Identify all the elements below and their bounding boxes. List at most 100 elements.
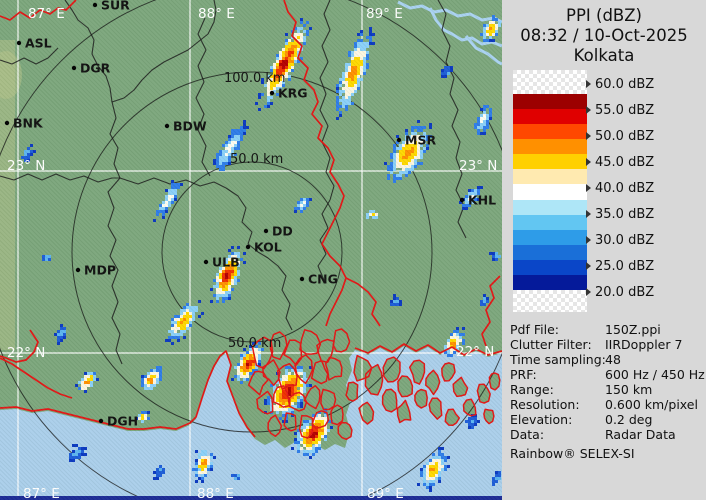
delta-island xyxy=(299,329,321,355)
delta-island xyxy=(397,376,413,397)
delta-channel xyxy=(269,331,288,361)
river-blue xyxy=(397,0,502,24)
delta-channel xyxy=(283,412,297,432)
graticule-label: 87° E xyxy=(28,6,65,22)
city-label: KRG xyxy=(278,86,308,101)
dbz-colorbar xyxy=(513,70,587,313)
delta-island xyxy=(331,405,343,425)
delta-channel xyxy=(345,381,359,402)
colorbar-band xyxy=(513,214,587,230)
delta-island xyxy=(346,382,358,401)
tick-label: 30.0 dBZ xyxy=(595,232,655,248)
delta-island xyxy=(325,357,342,380)
radar-echo-layer xyxy=(21,15,501,492)
red-line-layer xyxy=(0,0,502,441)
delta-channel xyxy=(483,408,495,425)
district-boundary xyxy=(455,157,467,239)
colorbar-tick: 20.0 dBZ xyxy=(586,284,655,300)
colorbar-band xyxy=(513,244,587,260)
colorbar-band xyxy=(513,154,587,170)
tick-label: 45.0 dBZ xyxy=(595,154,655,170)
colorbar-tick: 50.0 dBZ xyxy=(586,129,654,144)
colorbar-band xyxy=(513,274,587,291)
delta-channel xyxy=(267,414,283,438)
city-dot xyxy=(299,276,305,282)
delta-island xyxy=(453,377,468,397)
metadata-value: 600 Hz / 450 Hz xyxy=(605,367,705,382)
delta-island xyxy=(409,360,425,385)
river-blue xyxy=(464,35,502,66)
city-dot xyxy=(263,228,269,234)
tick-label: 55.0 dBZ xyxy=(595,102,655,118)
boundary-layer xyxy=(0,0,467,365)
graticule-label: 22° N xyxy=(456,344,494,360)
district-boundary xyxy=(111,0,217,103)
delta-channel xyxy=(462,398,477,417)
tick-arrow-icon xyxy=(586,80,591,88)
info-panel: PPI (dBZ) 08:32 / 10-Oct-2025 Kolkata 60… xyxy=(502,0,706,500)
delta-channel xyxy=(330,404,344,426)
city-label: BDW xyxy=(173,119,207,134)
metadata-label: Resolution: xyxy=(510,397,580,412)
district-boundary xyxy=(225,187,253,245)
city-dot xyxy=(92,2,98,8)
delta-island xyxy=(429,398,442,420)
tick-label: 20.0 dBZ xyxy=(595,284,655,300)
delta-channel xyxy=(452,376,469,398)
metadata-value: 150 km xyxy=(605,382,653,397)
delta-channel xyxy=(272,385,291,408)
metadata-value: 150Z.ppi xyxy=(605,322,661,337)
delta-island xyxy=(320,389,336,410)
delta-channel xyxy=(294,354,314,385)
river-blue xyxy=(428,7,502,48)
delta-channel xyxy=(311,410,330,430)
delta-channel xyxy=(298,414,314,439)
tick-arrow-icon xyxy=(586,236,591,244)
pale-land-strip xyxy=(0,40,15,350)
district-boundary xyxy=(107,177,123,365)
range-ring-label: 50.0 km xyxy=(230,152,283,167)
colorbar-tick: 25.0 dBZ xyxy=(586,259,654,274)
city-label: DGR xyxy=(80,61,111,76)
delta-channel xyxy=(382,356,401,383)
delta-channel xyxy=(425,369,441,396)
colorbar-band xyxy=(513,199,587,215)
district-boundary xyxy=(247,243,293,331)
radar-map-canvas: 100.0 km 50.0 km 50.0 km 87° E 88° E 89° E 87°… xyxy=(0,0,502,500)
delta-channel xyxy=(444,408,461,426)
delta-channel xyxy=(396,399,412,424)
colorbar-band xyxy=(513,124,587,140)
tick-arrow-icon xyxy=(586,288,591,296)
station-name: Kolkata xyxy=(573,46,635,65)
city-label: SUR xyxy=(101,0,130,13)
metadata-label: Range: xyxy=(510,382,554,397)
delta-channel xyxy=(276,362,298,391)
river-border-red xyxy=(283,0,347,327)
colorbar-band xyxy=(513,109,587,125)
delta-island xyxy=(262,359,280,386)
district-boundary xyxy=(119,177,227,189)
graticule-label: 23° N xyxy=(459,158,497,174)
delta-channel xyxy=(247,370,269,396)
range-ring-label: 100.0 km xyxy=(224,71,286,86)
delta-channel xyxy=(310,359,329,385)
delta-channel xyxy=(476,383,491,404)
tick-arrow-icon xyxy=(586,158,591,166)
colorbar-tick: 40.0 dBZ xyxy=(586,181,654,196)
metadata-label: PRF: xyxy=(510,367,537,382)
scan-datetime: 08:32 / 10-Oct-2025 xyxy=(520,26,688,45)
panel-header: PPI (dBZ) 08:32 / 10-Oct-2025 Kolkata xyxy=(502,6,706,66)
graticule-label: 22° N xyxy=(7,345,45,361)
delta-channel xyxy=(332,328,351,353)
tick-label: 35.0 dBZ xyxy=(595,206,655,222)
metadata-value: IIRDoppler 7 xyxy=(605,337,683,352)
colorbar-band xyxy=(513,94,587,110)
graticule-label: 89° E xyxy=(366,6,403,22)
river-border-red xyxy=(0,0,77,21)
colorbar-tick: 35.0 dBZ xyxy=(586,206,655,222)
map-label-layer: 100.0 km 50.0 km 50.0 km 87° E 88° E 89° E 87°… xyxy=(4,0,497,500)
colorbar-tick: 30.0 dBZ xyxy=(586,232,655,248)
colorbar-above-max xyxy=(513,70,587,94)
colorbar-band xyxy=(513,259,587,275)
